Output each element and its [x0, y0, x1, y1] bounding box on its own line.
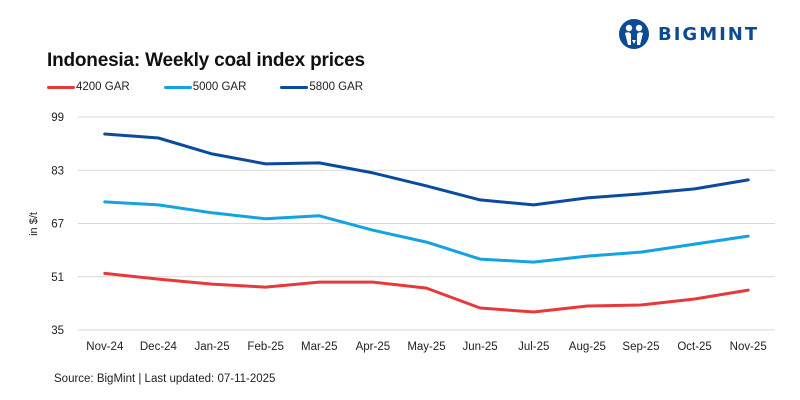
y-tick-label: 67 [51, 219, 64, 231]
x-tick-label: Jun-25 [463, 341, 498, 353]
x-tick-label: Jul-25 [518, 341, 549, 353]
y-axis-ticks: 35 51 67 83 99 [51, 112, 64, 337]
y-tick-label: 35 [51, 325, 64, 337]
legend-label-5800: 5800 GAR [309, 81, 364, 93]
x-tick-label: May-25 [407, 341, 445, 353]
series-lines [103, 132, 750, 314]
x-tick-label: Nov-25 [730, 341, 767, 353]
chart-title: Indonesia: Weekly coal index prices [47, 50, 365, 71]
y-tick-label: 51 [51, 272, 64, 284]
y-axis-label: in $/t [28, 212, 40, 236]
gridlines [78, 116, 775, 331]
y-tick-label: 83 [51, 165, 64, 177]
legend-label-5000: 5000 GAR [192, 81, 247, 93]
x-tick-label: Feb-25 [247, 341, 283, 353]
bigmint-logo-icon [619, 19, 649, 49]
legend-swatch-4200 [47, 85, 75, 89]
legend-swatch-5800 [280, 85, 309, 89]
series-line-5800-gar [103, 132, 750, 207]
brand-name: BIGMINT [658, 23, 760, 45]
x-axis-ticks: Nov-24 Dec-24 Jan-25 Feb-25 Mar-25 Apr-25 May-… [86, 341, 766, 353]
x-tick-label: Jan-25 [194, 341, 229, 353]
legend-swatch-5000 [163, 85, 192, 89]
series-line-4200-gar [103, 271, 750, 314]
x-tick-label: Nov-24 [86, 341, 124, 353]
y-tick-label: 99 [51, 112, 64, 124]
x-tick-label: Dec-24 [140, 341, 178, 353]
legend-item-5800[interactable]: 5800 GAR [280, 81, 363, 93]
legend-label-4200: 4200 GAR [76, 81, 130, 93]
x-tick-label: Sep-25 [622, 341, 659, 353]
legend: 4200 GAR 5000 GAR 5800 GAR [47, 81, 397, 93]
legend-item-5000[interactable]: 5000 GAR [163, 81, 247, 93]
bigmint-logo: BIGMINT [618, 18, 759, 50]
x-tick-label: Aug-25 [569, 341, 606, 353]
series-line-5000-gar [103, 200, 750, 264]
x-tick-label: Mar-25 [301, 341, 337, 353]
legend-item-4200[interactable]: 4200 GAR [47, 81, 130, 93]
source-note: Source: BigMint | Last updated: 07-11-20… [54, 373, 276, 385]
x-tick-label: Apr-25 [356, 341, 391, 353]
x-tick-label: Oct-25 [677, 341, 712, 353]
